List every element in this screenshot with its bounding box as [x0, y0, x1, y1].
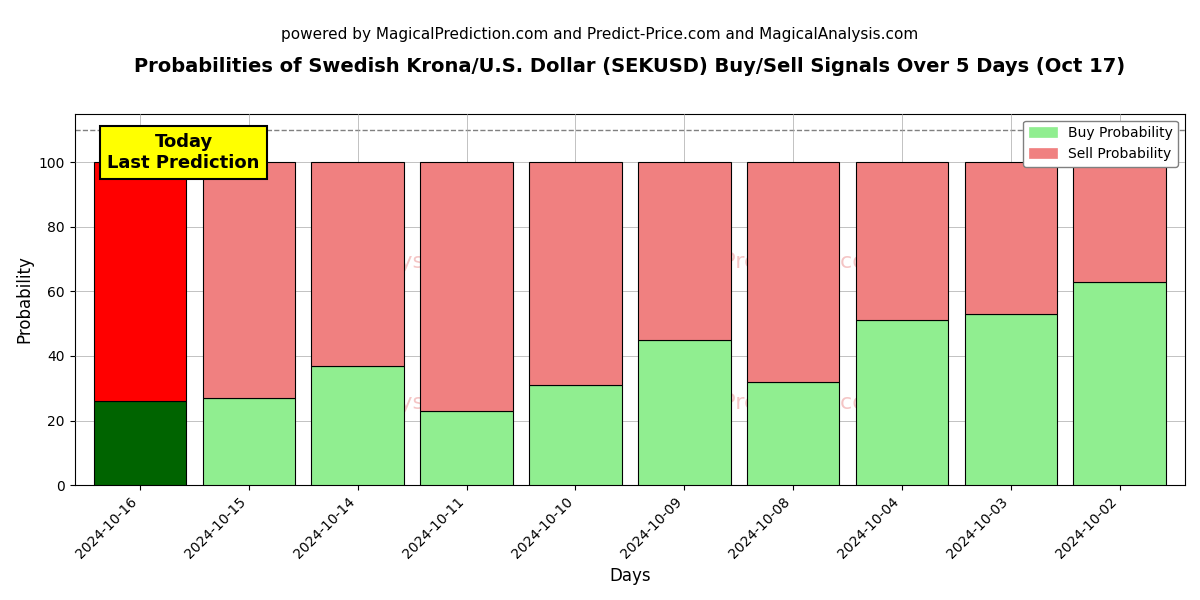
Bar — [746, 162, 839, 382]
Bar — [638, 340, 731, 485]
X-axis label: Days: Days — [610, 567, 650, 585]
Bar — [965, 314, 1057, 485]
Bar — [856, 320, 948, 485]
Bar — [203, 398, 295, 485]
Text: powered by MagicalPrediction.com and Predict-Price.com and MagicalAnalysis.com: powered by MagicalPrediction.com and Pre… — [281, 27, 919, 42]
Bar — [94, 401, 186, 485]
Bar — [965, 162, 1057, 314]
Bar — [312, 162, 404, 365]
Bar — [1074, 162, 1166, 281]
Y-axis label: Probability: Probability — [16, 256, 34, 343]
Title: Probabilities of Swedish Krona/U.S. Dollar (SEKUSD) Buy/Sell Signals Over 5 Days: Probabilities of Swedish Krona/U.S. Doll… — [134, 57, 1126, 76]
Bar — [529, 162, 622, 385]
Bar — [312, 365, 404, 485]
Text: Today
Last Prediction: Today Last Prediction — [107, 133, 259, 172]
Bar — [1074, 281, 1166, 485]
Bar — [746, 382, 839, 485]
Bar — [638, 162, 731, 340]
Bar — [420, 411, 512, 485]
Text: calAnalysis.com: calAnalysis.com — [318, 252, 497, 272]
Text: MagicalPrediction.com: MagicalPrediction.com — [638, 252, 888, 272]
Bar — [529, 385, 622, 485]
Text: MagicalPrediction.com: MagicalPrediction.com — [638, 394, 888, 413]
Text: calAnalysis.com: calAnalysis.com — [318, 394, 497, 413]
Bar — [420, 162, 512, 411]
Bar — [94, 162, 186, 401]
Legend: Buy Probability, Sell Probability: Buy Probability, Sell Probability — [1024, 121, 1178, 167]
Bar — [856, 162, 948, 320]
Bar — [203, 162, 295, 398]
